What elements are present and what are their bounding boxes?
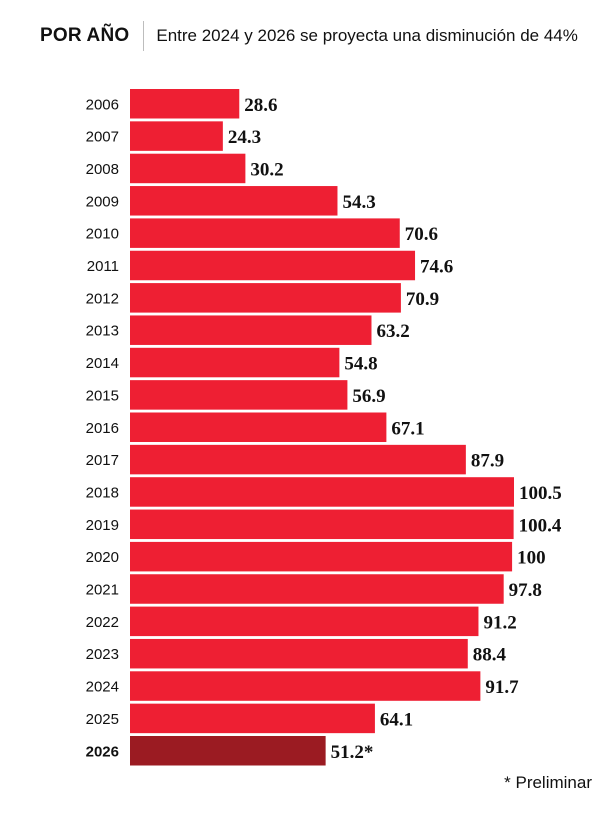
bar-2018 [130,477,514,507]
bar-2020 [130,541,513,572]
year-label-2011: 2011 [87,258,119,275]
year-label-2006: 2006 [86,96,119,113]
bar-2009 [130,186,338,216]
value-label-2020: 100 [517,548,546,569]
bar-2023 [130,638,468,669]
value-label-2022: 91.2 [483,612,516,633]
bar-2013 [130,315,372,345]
value-label-2018: 100.5 [519,483,562,504]
year-label-2012: 2012 [86,290,119,307]
value-label-2008: 30.2 [250,159,283,180]
year-label-2013: 2013 [86,323,119,340]
chart-header: POR AÑO Entre 2024 y 2026 se proyecta un… [40,21,578,51]
year-label-2016: 2016 [86,420,119,437]
year-label-2023: 2023 [86,646,119,663]
bar-2011 [130,250,416,281]
value-label-2011: 74.6 [420,257,453,278]
year-label-2010: 2010 [86,226,119,243]
year-label-2022: 2022 [86,614,119,631]
bar-2024 [130,671,481,701]
value-label-2024: 91.7 [485,677,519,698]
value-label-2023: 88.4 [473,645,507,666]
year-label-2024: 2024 [86,679,119,696]
year-label-2019: 2019 [86,517,119,534]
bar-2025 [130,703,375,734]
value-label-2013: 63.2 [376,321,409,342]
year-label-2025: 2025 [86,711,119,728]
bar-2010 [130,218,400,248]
year-label-2026: 2026 [86,743,119,760]
bar-2016 [130,412,387,442]
value-label-2026: 51.2* [331,742,374,763]
value-label-2016: 67.1 [391,418,424,439]
year-label-2015: 2015 [86,387,119,404]
year-label-2009: 2009 [86,193,119,210]
year-label-2020: 2020 [86,549,119,566]
year-label-2021: 2021 [86,582,119,599]
year-label-2018: 2018 [86,484,119,501]
bar-2017 [130,444,466,475]
bar-2014 [130,347,340,378]
value-label-2015: 56.9 [352,386,385,407]
year-label-2014: 2014 [86,355,119,372]
year-label-2017: 2017 [86,452,119,469]
value-label-2009: 54.3 [342,192,375,213]
value-label-2014: 54.8 [344,354,377,375]
bar-2022 [130,606,479,637]
bar-2026 [130,736,326,766]
value-label-2007: 24.3 [228,127,261,148]
value-label-2021: 97.8 [509,580,542,601]
bar-2006 [130,89,240,119]
bar-2007 [130,121,223,151]
footnote: * Preliminar [504,773,592,792]
value-label-2025: 64.1 [380,709,413,730]
year-label-2008: 2008 [86,161,119,178]
bar-2012 [130,283,401,313]
header-divider [143,21,145,51]
value-label-2012: 70.9 [406,289,439,310]
chart-subtitle: Entre 2024 y 2026 se proyecta una dismin… [156,26,578,45]
value-label-2006: 28.6 [244,95,277,116]
bar-2021 [130,574,504,604]
bar-2019 [130,509,514,540]
value-label-2017: 87.9 [471,451,504,472]
year-label-2007: 2007 [86,129,119,146]
section-label: POR AÑO [40,25,130,46]
value-label-2019: 100.4 [519,515,562,536]
bar-2015 [130,380,348,410]
bar-2008 [130,153,246,184]
value-label-2010: 70.6 [405,224,438,245]
